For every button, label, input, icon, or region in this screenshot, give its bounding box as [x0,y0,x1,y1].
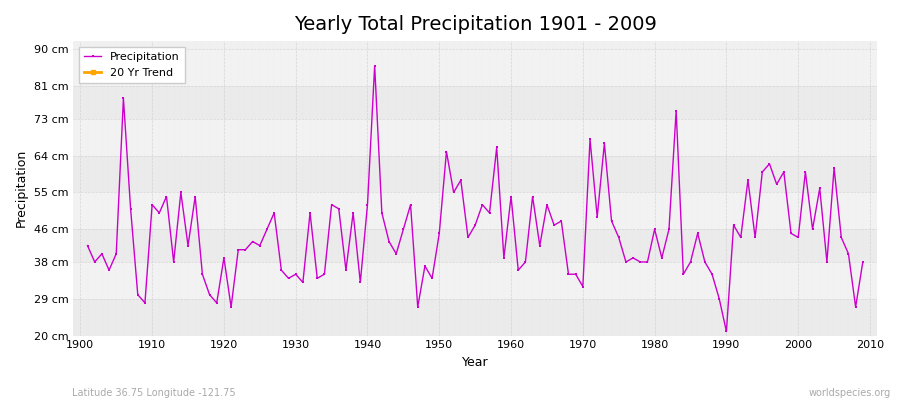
Bar [73,229,878,262]
Bar [73,299,878,336]
Precipitation [82,243,93,248]
Text: Latitude 36.75 Longitude -121.75: Latitude 36.75 Longitude -121.75 [72,388,236,398]
Bar [73,86,878,119]
Bar [73,156,878,192]
Bar [73,262,878,299]
Precipitation [506,194,517,199]
Precipitation [599,141,610,146]
Bar [73,192,878,229]
Y-axis label: Precipitation: Precipitation [15,149,28,228]
Precipitation [140,300,150,305]
Line: Precipitation: Precipitation [86,65,864,332]
Text: worldspecies.org: worldspecies.org [809,388,891,398]
Title: Yearly Total Precipitation 1901 - 2009: Yearly Total Precipitation 1901 - 2009 [293,15,657,34]
Precipitation [513,268,524,272]
Bar [73,49,878,86]
Precipitation [340,268,351,272]
Bar [73,119,878,156]
Precipitation [858,260,868,264]
Legend: Precipitation, 20 Yr Trend: Precipitation, 20 Yr Trend [78,47,185,83]
Precipitation [721,329,732,334]
Precipitation [369,63,380,68]
X-axis label: Year: Year [462,356,489,369]
Precipitation [298,280,309,285]
